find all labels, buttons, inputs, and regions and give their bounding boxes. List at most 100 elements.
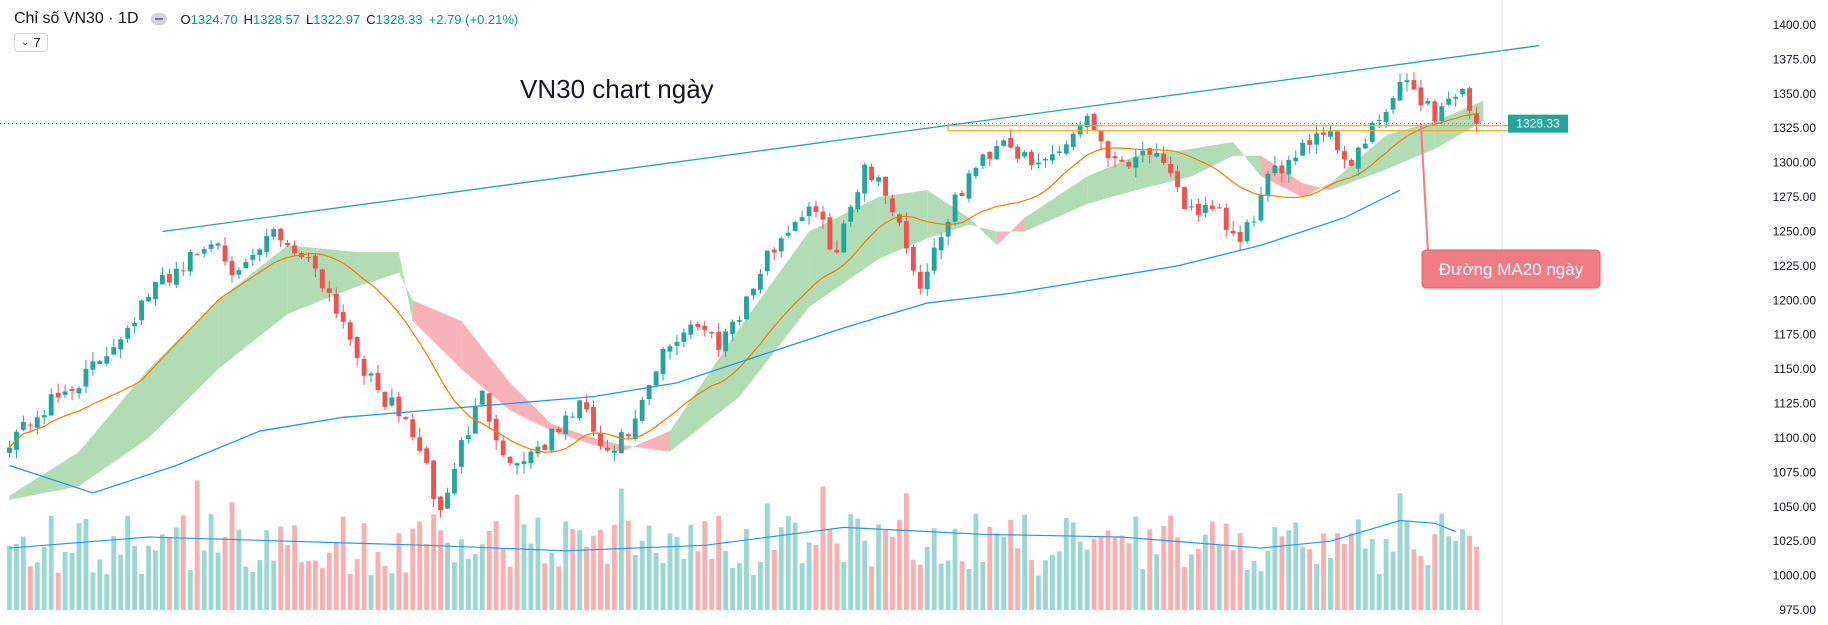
volume-bar (83, 518, 89, 610)
ichimoku-cloud-segment (1434, 100, 1484, 149)
volume-bar (1223, 523, 1229, 610)
volume-bar (883, 529, 888, 610)
volume-bar (486, 530, 492, 610)
volume-bar (945, 560, 951, 610)
candle (125, 325, 131, 343)
volume-bar (403, 572, 409, 610)
ichimoku-cloud-segment (461, 320, 511, 411)
candle (632, 409, 638, 442)
y-tick-label: 1050.00 (1773, 500, 1817, 514)
volume-bar (389, 573, 395, 610)
volume-bar (257, 560, 263, 610)
volume-bar (236, 529, 242, 610)
candle (598, 425, 603, 450)
y-tick-label: 1325.00 (1773, 121, 1817, 135)
volume-bar (799, 563, 805, 610)
candle (1008, 128, 1014, 149)
candle (1258, 186, 1264, 223)
ichimoku-cloud-segment (739, 231, 810, 397)
volume-bar (938, 563, 944, 610)
volume-bar (250, 572, 256, 610)
volume-bar (792, 522, 798, 610)
indicator-count: 7 (33, 35, 41, 50)
volume-bar (771, 549, 777, 610)
volume-bar (465, 558, 471, 610)
candle (702, 320, 708, 337)
candle (709, 331, 715, 339)
candle (1202, 196, 1208, 218)
candle (987, 151, 993, 167)
volume-bar (827, 528, 833, 610)
volume-bar (417, 521, 423, 610)
volume-bar (146, 545, 151, 610)
volume-bar (903, 493, 909, 610)
volume-bar (1175, 537, 1180, 610)
candle (201, 246, 207, 258)
ichimoku-cloud-segment (9, 451, 80, 500)
candle (834, 240, 840, 254)
last-price-badge (1508, 114, 1568, 133)
candle (118, 336, 124, 359)
volume-bar (695, 551, 701, 610)
candle (1036, 153, 1041, 169)
candle (146, 293, 151, 302)
volume-bar (730, 567, 736, 610)
volume-bar (62, 551, 68, 610)
candle (1029, 149, 1034, 170)
volume-bar (375, 551, 381, 610)
candle (591, 400, 596, 436)
volume-bar (1063, 518, 1069, 610)
volume-bar (1425, 565, 1431, 610)
volume-bar (1307, 549, 1313, 610)
volume-bar (1341, 543, 1347, 610)
volume-ma-line (9, 519, 1456, 552)
volume-bar (1133, 516, 1139, 610)
volume-bar (667, 533, 673, 610)
volume-bar (521, 524, 527, 610)
candle (69, 385, 75, 401)
volume-bar (1084, 549, 1090, 610)
volume-bar (1140, 569, 1146, 610)
volume-bar (1446, 536, 1452, 610)
candle (326, 280, 332, 302)
y-tick-label: 1200.00 (1773, 293, 1817, 307)
candle (1446, 91, 1452, 107)
candle (48, 388, 54, 417)
volume-bar (354, 559, 360, 610)
candle (166, 268, 172, 286)
candle (869, 163, 875, 182)
ichimoku-cloud-segment (357, 252, 399, 287)
candle (1335, 130, 1340, 154)
volume-bar (1202, 534, 1208, 610)
volume-bar (1168, 515, 1174, 610)
ichimoku-cloud-segment (1191, 142, 1234, 177)
symbol-title[interactable]: Chỉ số VN30 · 1D (14, 10, 139, 27)
volume-bar (924, 546, 930, 610)
y-tick-label: 1350.00 (1773, 87, 1817, 101)
candle (1168, 156, 1174, 177)
volume-bar (1015, 548, 1021, 610)
volume-bar (1397, 493, 1403, 610)
volume-bar (1036, 575, 1041, 610)
candle (1091, 112, 1097, 132)
volume-bar (1112, 536, 1118, 610)
candle (549, 428, 555, 454)
volume-bar (1070, 522, 1076, 610)
candle (848, 204, 854, 227)
candle (319, 268, 325, 292)
hide-icon[interactable] (150, 13, 167, 25)
volume-bar (577, 530, 583, 610)
candle (855, 189, 861, 213)
candle (458, 437, 464, 474)
volume-bar (1383, 538, 1389, 610)
candle (827, 212, 833, 251)
candle (236, 267, 242, 279)
volume-bar (834, 543, 840, 610)
chart-title: VN30 chart ngày (520, 74, 714, 104)
ohlc-values: O1324.70 H1328.57 L1322.97 C1328.33 +2.7… (180, 11, 519, 27)
candle (76, 386, 82, 399)
candle (424, 446, 430, 465)
indicators-toggle-button[interactable]: ⌄ 7 (14, 33, 48, 52)
candle (771, 247, 777, 261)
